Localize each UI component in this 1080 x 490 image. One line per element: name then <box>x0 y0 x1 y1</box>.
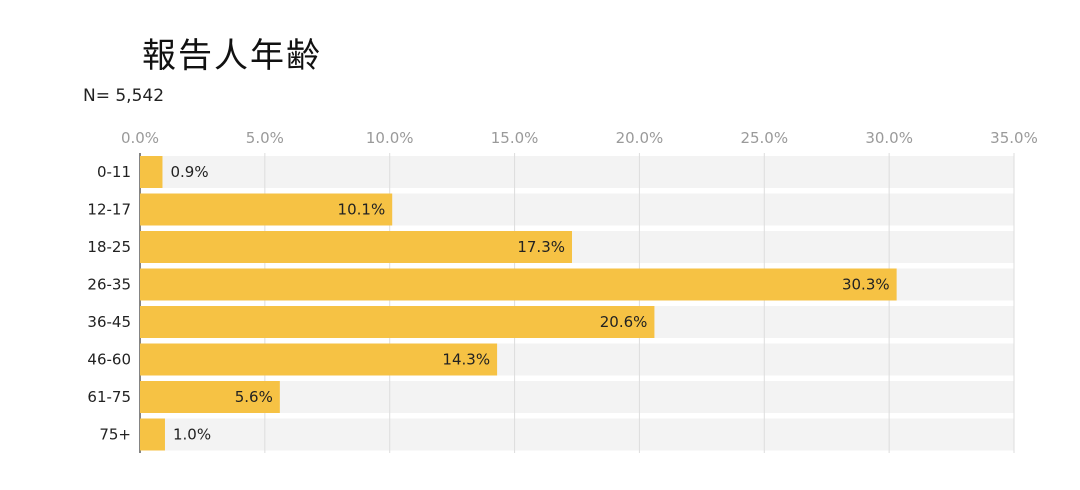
x-tick-label: 30.0% <box>865 129 913 147</box>
category-label: 36-45 <box>87 313 131 331</box>
row-band <box>140 381 1014 413</box>
bar <box>140 381 280 413</box>
x-tick-label: 15.0% <box>491 129 539 147</box>
bar <box>140 156 163 188</box>
category-label: 75+ <box>99 426 131 444</box>
x-tick-label: 25.0% <box>740 129 788 147</box>
bar <box>140 268 897 301</box>
bar <box>140 343 498 376</box>
data-label: 20.6% <box>600 313 648 331</box>
chart-title: 報告人年齢 <box>142 36 322 76</box>
category-label: 26-35 <box>87 276 131 294</box>
data-label: 14.3% <box>442 351 490 369</box>
bar <box>140 418 165 451</box>
data-label: 10.1% <box>338 201 386 219</box>
data-label: 0.9% <box>170 163 208 181</box>
category-label: 46-60 <box>87 351 131 369</box>
bar <box>140 231 573 263</box>
data-label: 5.6% <box>235 388 273 406</box>
chart-subtitle: N= 5,542 <box>83 86 165 106</box>
category-label: 12-17 <box>87 201 131 219</box>
x-tick-label: 5.0% <box>246 129 284 147</box>
x-tick-label: 10.0% <box>366 129 414 147</box>
category-label: 61-75 <box>87 388 131 406</box>
x-tick-label: 35.0% <box>990 129 1038 147</box>
x-tick-label: 0.0% <box>121 129 159 147</box>
category-label: 0-11 <box>97 163 131 181</box>
bar <box>140 306 655 338</box>
category-label: 18-25 <box>87 238 131 256</box>
bar <box>140 193 393 226</box>
row-band <box>140 418 1014 451</box>
row-band <box>140 156 1014 188</box>
data-label: 17.3% <box>517 238 565 256</box>
x-tick-label: 20.0% <box>616 129 664 147</box>
data-label: 30.3% <box>842 276 890 294</box>
data-label: 1.0% <box>173 426 211 444</box>
